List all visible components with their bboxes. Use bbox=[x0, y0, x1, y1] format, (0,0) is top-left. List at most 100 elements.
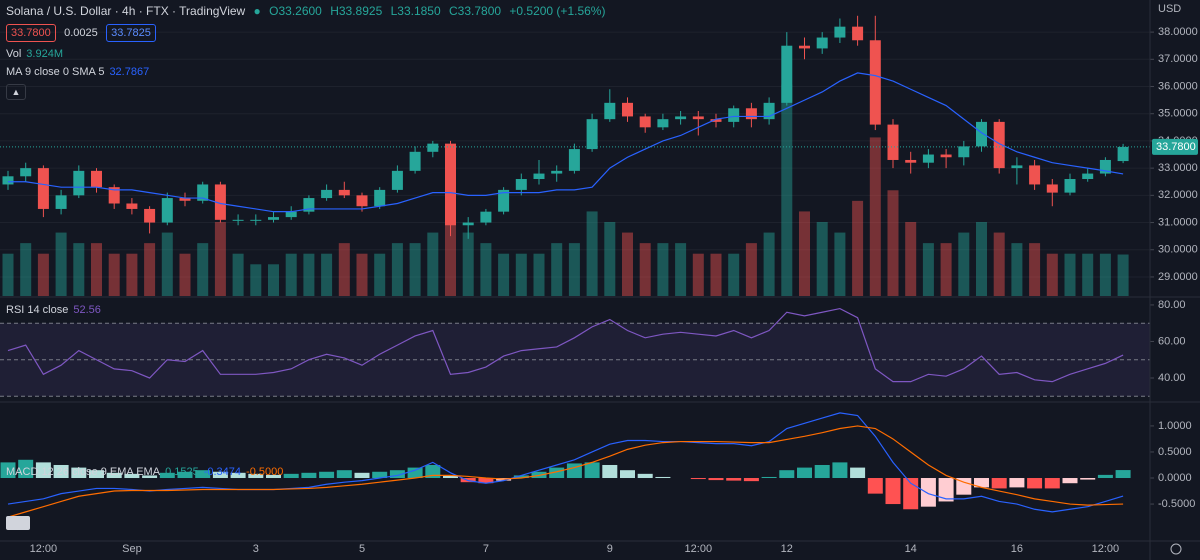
volume-bar bbox=[55, 232, 67, 296]
ohlc-change: +0.5200 (+1.56%) bbox=[509, 4, 606, 18]
histogram-bar bbox=[938, 478, 954, 502]
histogram-bar bbox=[1062, 478, 1078, 484]
sell-button[interactable]: 33.7800 bbox=[6, 24, 56, 42]
volume-bar bbox=[144, 243, 156, 296]
trade-line: 33.7800 0.0025 33.7825 bbox=[6, 24, 161, 42]
histogram-bar bbox=[89, 470, 104, 479]
candle-body bbox=[37, 168, 49, 209]
volume-bar bbox=[1082, 253, 1094, 296]
volume-bar bbox=[922, 243, 934, 296]
candle-body bbox=[834, 26, 846, 38]
y-tick-label: 30.0000 bbox=[1158, 244, 1198, 256]
y-tick-label: 36.0000 bbox=[1158, 80, 1198, 92]
rsi-legend: RSI 14 close 52.56 bbox=[6, 304, 106, 316]
histogram-bar bbox=[779, 470, 795, 479]
rsi-name: RSI 14 close bbox=[6, 304, 69, 316]
candle-body bbox=[657, 119, 669, 128]
signal-line bbox=[7, 425, 1124, 518]
histogram-bar bbox=[602, 464, 618, 479]
ma-name: MA 9 close 0 SMA 5 bbox=[6, 66, 105, 78]
buy-button[interactable]: 33.7825 bbox=[106, 24, 156, 42]
macd-legend: MACD 12 26 close 9 EMA EMA 0.1525 -0.3474-… bbox=[6, 466, 288, 478]
histogram-bar bbox=[761, 476, 777, 479]
histogram-bar bbox=[814, 464, 830, 479]
ohlc-close: C33.7800 bbox=[449, 4, 502, 18]
volume-bar bbox=[852, 200, 864, 296]
candle-body bbox=[1099, 159, 1111, 174]
x-tick-label: 12:00 bbox=[1092, 543, 1120, 555]
volume-bar bbox=[303, 253, 315, 296]
candle-body bbox=[763, 102, 775, 120]
volume-bar bbox=[1011, 243, 1023, 296]
candle-body bbox=[568, 149, 580, 171]
candle-body bbox=[427, 143, 439, 152]
histogram-bar bbox=[1080, 478, 1096, 480]
volume-value: 3.924M bbox=[26, 48, 63, 60]
x-tick-label: 12:00 bbox=[30, 543, 58, 555]
volume-bar bbox=[179, 253, 191, 296]
candle-body bbox=[728, 108, 740, 122]
candle-body bbox=[303, 198, 315, 212]
candle-body bbox=[179, 198, 191, 201]
y-tick-label: 32.0000 bbox=[1158, 189, 1198, 201]
candle-body bbox=[2, 176, 14, 185]
x-tick-label: 7 bbox=[483, 543, 489, 555]
volume-bar bbox=[391, 243, 403, 296]
symbol-title: Solana / U.S. Dollar · 4h · FTX · Tradin… bbox=[6, 4, 246, 18]
histogram-bar bbox=[513, 475, 529, 479]
volume-bar bbox=[356, 253, 368, 296]
candle-body bbox=[498, 189, 510, 212]
histogram-bar bbox=[283, 473, 299, 479]
histogram-bar bbox=[620, 470, 635, 479]
x-tick-label: 16 bbox=[1011, 543, 1023, 555]
volume-bar bbox=[816, 222, 828, 296]
volume-bar bbox=[91, 243, 102, 296]
histogram-bar bbox=[389, 470, 405, 479]
volume-bar bbox=[763, 232, 775, 296]
candle-body bbox=[869, 40, 881, 125]
y-tick-label: 33.0000 bbox=[1158, 162, 1198, 174]
candle-body bbox=[551, 170, 563, 174]
y-tick-label: -0.5000 bbox=[1158, 498, 1195, 510]
volume-bar bbox=[958, 232, 970, 296]
histogram-bar bbox=[1115, 470, 1131, 479]
histogram-bar bbox=[159, 472, 175, 479]
volume-bar bbox=[250, 264, 262, 296]
volume-bar bbox=[409, 243, 421, 296]
currency-label: USD bbox=[1158, 3, 1181, 15]
candle-body bbox=[1011, 165, 1023, 169]
histogram-bar bbox=[549, 467, 565, 479]
y-tick-label: 0.0000 bbox=[1158, 472, 1192, 484]
volume-bar bbox=[108, 253, 120, 296]
ma-legend: MA 9 close 0 SMA 5 32.7867 bbox=[6, 66, 154, 78]
candle-body bbox=[887, 124, 899, 160]
candle-body bbox=[533, 173, 545, 180]
histogram-bar bbox=[920, 478, 936, 507]
candle-body bbox=[799, 45, 810, 49]
volume-bar bbox=[73, 243, 85, 296]
x-tick-label: Sep bbox=[122, 543, 142, 555]
histogram-bar bbox=[1009, 478, 1025, 488]
candle-body bbox=[55, 195, 67, 209]
histogram-bar bbox=[301, 472, 317, 479]
histogram-bar bbox=[407, 467, 423, 479]
candle-body bbox=[604, 102, 616, 120]
volume-bar bbox=[799, 211, 810, 296]
candle-body bbox=[108, 187, 120, 204]
collapse-button[interactable]: ▲ bbox=[6, 84, 26, 100]
volume-bar bbox=[37, 253, 49, 296]
last-price-box bbox=[1152, 138, 1198, 155]
volume-bar bbox=[639, 243, 651, 296]
settings-button[interactable] bbox=[1170, 543, 1182, 555]
volume-bar bbox=[498, 253, 510, 296]
histogram-bar bbox=[726, 478, 742, 481]
volume-bar bbox=[321, 253, 333, 296]
volume-legend: Vol 3.924M bbox=[6, 48, 68, 60]
y-tick-label: 31.0000 bbox=[1158, 216, 1198, 228]
rsi-line bbox=[7, 307, 1124, 383]
histogram-bar bbox=[443, 475, 458, 479]
macd-hist-value: 0.1525 bbox=[165, 466, 199, 478]
volume-bar bbox=[692, 253, 704, 296]
volume-name: Vol bbox=[6, 48, 22, 60]
volume-bar bbox=[161, 232, 173, 296]
